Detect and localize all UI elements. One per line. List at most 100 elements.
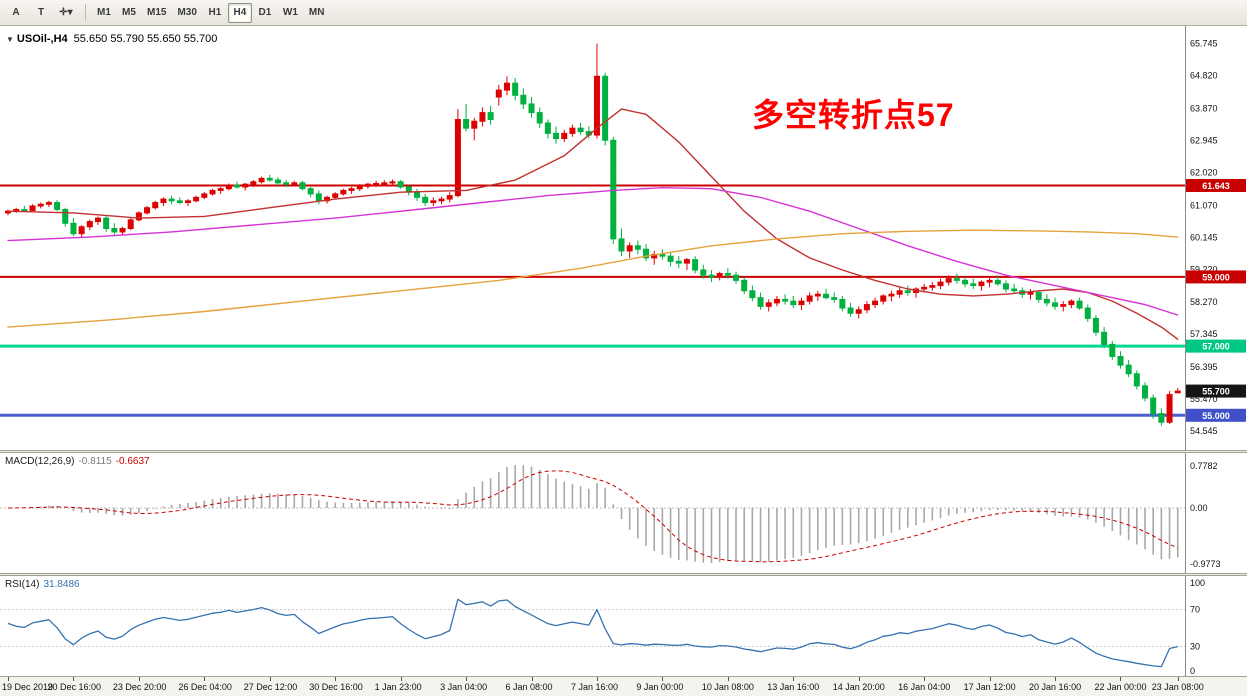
- timeframe-m5-button[interactable]: M5: [122, 7, 136, 18]
- macd-name: MACD(12,26,9): [5, 456, 75, 467]
- rsi-tick-label: 30: [1190, 641, 1200, 651]
- time-tick-label: 27 Dec 12:00: [243, 682, 298, 692]
- time-tick-label: 23 Jan 08:00: [1151, 682, 1204, 692]
- time-tick-label: 16 Jan 04:00: [898, 682, 951, 692]
- rsi-value: 31.8486: [43, 579, 80, 590]
- price-axis-badges: 61.643 59.000 57.000 55.700 55.000: [1186, 178, 1246, 422]
- price-tick-label: 63.870: [1190, 103, 1218, 113]
- candlestick-chart[interactable]: 65.745 64.820 63.870 62.945 62.020 61.070 60.1…: [0, 26, 1247, 450]
- timeframe-d1-button[interactable]: D1: [258, 7, 272, 18]
- time-tick-label: 23 Dec 20:00: [112, 682, 167, 692]
- time-axis[interactable]: 19 Dec 2019 20 Dec 16:00 23 Dec 20:00 26 De…: [0, 676, 1247, 696]
- macd-tick-label: 0.00: [1190, 503, 1208, 513]
- time-tick-label: 6 Jan 08:00: [505, 682, 553, 692]
- panel-separator[interactable]: [0, 450, 1247, 453]
- time-tick-mark: [793, 677, 795, 681]
- price-tick-label: 64.820: [1190, 71, 1218, 81]
- toolbar-separator: [85, 4, 86, 21]
- time-tick-mark: [858, 677, 860, 681]
- rsi-tick-label: 100: [1190, 578, 1205, 588]
- symbol-collapse-icon[interactable]: ▼: [6, 35, 14, 44]
- macd-chart[interactable]: 0.7782 0.00 -0.9773: [0, 453, 1247, 573]
- symbol-label: USOil-,H4: [16, 33, 68, 45]
- time-tick-mark: [269, 677, 271, 681]
- time-tick-label: 7 Jan 16:00: [570, 682, 618, 692]
- time-tick-mark: [1120, 677, 1122, 681]
- price-tick-label: 59.220: [1190, 264, 1218, 274]
- candles: [5, 43, 1181, 426]
- time-tick-mark: [466, 677, 468, 681]
- timeframe-h4-button[interactable]: H4: [227, 2, 252, 23]
- time-tick-label: 22 Jan 00:00: [1094, 682, 1147, 692]
- ma-mid-magenta[interactable]: [7, 186, 1179, 316]
- price-tick-label: 61.070: [1190, 200, 1218, 210]
- time-tick-mark: [727, 677, 729, 681]
- time-tick-mark: [531, 677, 533, 681]
- time-tick-mark: [335, 677, 337, 681]
- time-tick-mark: [204, 677, 206, 681]
- timeframe-toolbar: A T ✛▾ M1 M5 M15 M30 H1 H4 D1 W1 MN: [0, 0, 1247, 26]
- rsi-tick-label: 0: [1190, 666, 1195, 676]
- timeframe-m15-button[interactable]: M15: [147, 7, 167, 18]
- macd-indicator-label: MACD(12,26,9) -0.8115 -0.6637: [5, 456, 154, 467]
- time-tick-label: 10 Jan 08:00: [701, 682, 754, 692]
- time-tick-label: 20 Jan 16:00: [1029, 682, 1082, 692]
- timeframe-w1-button[interactable]: W1: [282, 7, 298, 18]
- time-tick-mark: [596, 677, 598, 681]
- rsi-indicator-label: RSI(14) 31.8486: [5, 579, 84, 590]
- svg-text:61.643: 61.643: [1202, 181, 1230, 191]
- time-tick-label: 1 Jan 23:00: [374, 682, 422, 692]
- time-tick-mark: [73, 677, 75, 681]
- ma-fast-red[interactable]: [7, 108, 1179, 340]
- price-tick-label: 55.470: [1190, 394, 1218, 404]
- macd-main-value: -0.8115: [78, 456, 112, 467]
- time-tick-label: 3 Jan 04:00: [440, 682, 488, 692]
- time-tick-label: 14 Jan 20:00: [832, 682, 885, 692]
- macd-tick-label: 0.7782: [1190, 461, 1218, 471]
- time-tick-mark: [138, 677, 140, 681]
- timeframe-m1-button[interactable]: M1: [97, 7, 111, 18]
- macd-signal-line: [7, 470, 1178, 563]
- rsi-name: RSI(14): [5, 579, 40, 590]
- rsi-chart[interactable]: 100 70 30 0: [0, 576, 1247, 676]
- price-tick-label: 62.945: [1190, 135, 1218, 145]
- time-tick-mark: [989, 677, 991, 681]
- ma-slow-orange[interactable]: [7, 229, 1179, 328]
- crosshair-tool-button[interactable]: T: [37, 7, 45, 18]
- time-tick-mark: [1055, 677, 1057, 681]
- time-tick-mark: [400, 677, 402, 681]
- macd-tick-label: -0.9773: [1190, 559, 1221, 569]
- chart-ohlc-header[interactable]: ▼ USOil-,H4 55.650 55.790 55.650 55.700: [6, 33, 217, 45]
- time-tick-mark: [924, 677, 926, 681]
- svg-text:55.700: 55.700: [1202, 387, 1230, 397]
- time-tick-mark: [8, 677, 9, 681]
- line-studies-button[interactable]: ✛▾: [59, 7, 73, 18]
- price-tick-label: 58.270: [1190, 297, 1218, 307]
- price-tick-label: 60.145: [1190, 232, 1218, 242]
- chart-annotation-text[interactable]: 多空转折点57: [752, 97, 955, 133]
- time-tick-label: 17 Jan 12:00: [963, 682, 1016, 692]
- panel-separator[interactable]: [0, 573, 1247, 576]
- time-tick-label: 26 Dec 04:00: [178, 682, 232, 692]
- arrow-tool-button[interactable]: A: [12, 7, 20, 18]
- time-tick-mark: [662, 677, 664, 681]
- svg-text:59.000: 59.000: [1202, 272, 1230, 282]
- price-tick-label: 57.345: [1190, 329, 1218, 339]
- rsi-panel: 100 70 30 0 RSI(14) 31.8486: [0, 576, 1247, 676]
- timeframe-m30-button[interactable]: M30: [177, 7, 197, 18]
- timeframe-h1-button[interactable]: H1: [208, 7, 222, 18]
- macd-histogram: [15, 465, 1179, 563]
- svg-text:57.000: 57.000: [1202, 342, 1230, 352]
- time-tick-label: 20 Dec 16:00: [47, 682, 101, 692]
- price-tick-label: 56.395: [1190, 362, 1218, 372]
- time-tick-mark: [1177, 677, 1179, 681]
- price-tick-label: 62.020: [1190, 167, 1218, 177]
- timeframe-mn-button[interactable]: MN: [308, 7, 325, 18]
- horizontal-level-lines[interactable]: [0, 184, 1185, 417]
- price-tick-label: 54.545: [1190, 426, 1218, 436]
- svg-text:55.000: 55.000: [1202, 411, 1230, 421]
- time-tick-label: 19 Dec 2019: [2, 682, 54, 692]
- time-tick-label: 13 Jan 16:00: [767, 682, 820, 692]
- ohlc-values: 55.650 55.790 55.650 55.700: [73, 33, 218, 45]
